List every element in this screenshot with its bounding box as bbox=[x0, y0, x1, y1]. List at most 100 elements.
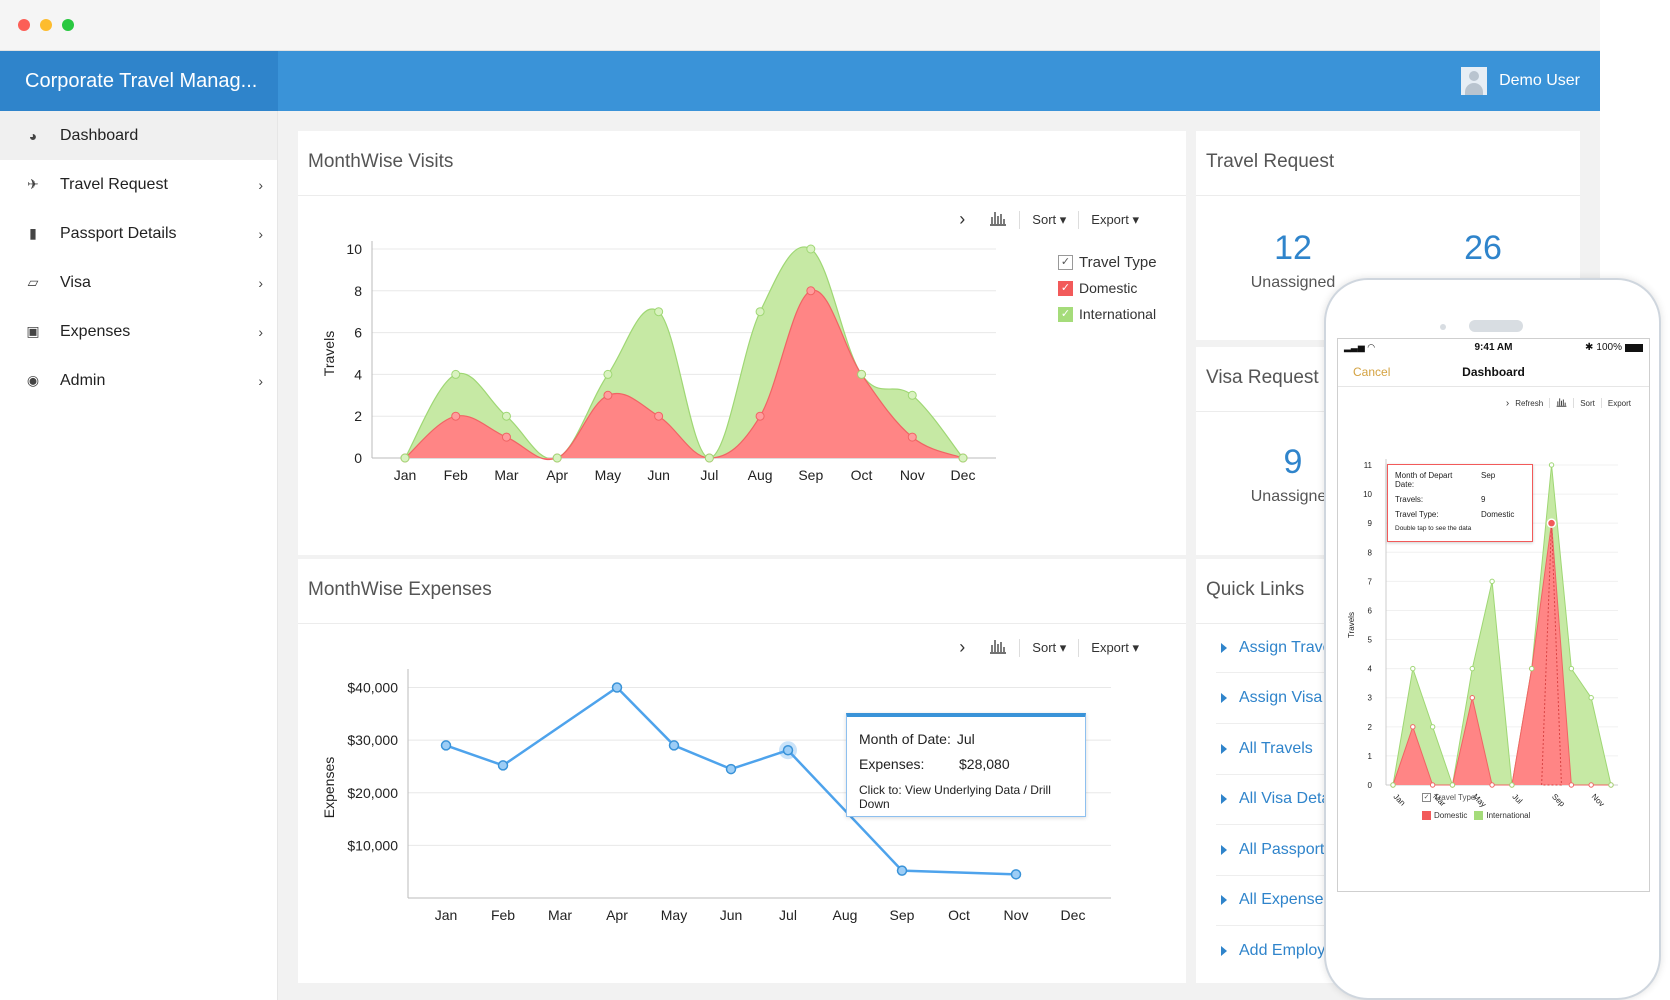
sort-button[interactable]: Sort ▾ bbox=[1032, 211, 1067, 227]
tooltip-click-hint[interactable]: Click to: View Underlying Data / Drill D… bbox=[859, 783, 1051, 811]
travel-unassigned-stat[interactable]: 12 Unassigned bbox=[1250, 229, 1336, 291]
export-button[interactable]: Export ▾ bbox=[1091, 211, 1139, 227]
travel-request-title: Travel Request bbox=[1206, 151, 1335, 172]
data-point-international bbox=[857, 369, 867, 379]
data-point-domestic bbox=[451, 411, 461, 421]
sort-button[interactable]: Sort bbox=[1580, 398, 1595, 408]
triangle-right-icon bbox=[1221, 794, 1227, 804]
chevron-right-icon: › bbox=[258, 323, 263, 340]
data-point-international bbox=[451, 369, 461, 379]
chart-type-icon[interactable] bbox=[977, 638, 1019, 657]
checkbox-icon: ✓ bbox=[1058, 280, 1073, 296]
app-title[interactable]: Corporate Travel Manag... bbox=[0, 51, 278, 111]
sidebar-item-label: Passport Details bbox=[60, 224, 177, 242]
sidebar-item-admin[interactable]: ◉ Admin › bbox=[0, 356, 277, 405]
y-tick-label: $30,000 bbox=[347, 732, 398, 748]
chevron-right-icon: › bbox=[258, 176, 263, 193]
visits-chart[interactable]: 0 2 4 6 8 10 Travels Jan Feb Mar Apr May Jun Jul Aug Se… bbox=[298, 231, 1186, 555]
international-swatch bbox=[1474, 811, 1484, 820]
visits-legend: ✓ Travel Type ✓ Domestic ✓ International bbox=[1058, 249, 1157, 327]
triangle-right-icon bbox=[1221, 845, 1227, 855]
checkbox-icon: ✓ bbox=[1058, 254, 1073, 270]
chevron-right-icon[interactable]: › bbox=[959, 637, 966, 657]
export-button[interactable]: Export ▾ bbox=[1091, 639, 1139, 655]
x-tick-label: Jan bbox=[435, 907, 458, 923]
data-point-international bbox=[1410, 665, 1416, 672]
quick-link-all-travels[interactable]: All Travels bbox=[1221, 740, 1313, 758]
chevron-right-icon[interactable]: › bbox=[959, 209, 966, 229]
x-tick-label: Sep bbox=[798, 467, 823, 483]
sidebar-item-label: Visa bbox=[60, 273, 91, 291]
bluetooth-icon: ✱ bbox=[1585, 342, 1594, 353]
window-titlebar bbox=[0, 0, 1600, 51]
expenses-chart[interactable]: $10,000 $20,000 $30,000 $40,000 Expenses Jan F… bbox=[298, 659, 1186, 983]
sidebar-item-dashboard[interactable]: ◕ Dashboard bbox=[0, 111, 277, 160]
sidebar-item-visa[interactable]: ▱ Visa › bbox=[0, 258, 277, 307]
tooltip-expenses-label: Expenses: bbox=[859, 756, 925, 772]
sidebar-item-label: Expenses bbox=[60, 322, 131, 340]
y-tick-label: 4 bbox=[354, 366, 362, 382]
x-tick-label: Nov bbox=[1590, 792, 1606, 808]
sidebar-item-travel-request[interactable]: ✈ Travel Request › bbox=[0, 160, 277, 209]
expenses-panel: MonthWise Expenses › Sort ▾ Export ▾ $10… bbox=[298, 559, 1186, 983]
sidebar-item-passport-details[interactable]: ▮ Passport Details › bbox=[0, 209, 277, 258]
quick-link-add-employee[interactable]: Add Employ bbox=[1221, 942, 1325, 960]
phone-title: Dashboard bbox=[1462, 365, 1525, 379]
maximize-window-icon[interactable] bbox=[62, 19, 74, 31]
visa-unassigned-stat[interactable]: 9 Unassigned bbox=[1250, 443, 1336, 505]
user-menu[interactable]: Demo User bbox=[1461, 66, 1580, 96]
cancel-button[interactable]: Cancel bbox=[1353, 365, 1391, 379]
x-tick-label: Feb bbox=[491, 907, 515, 923]
lock-icon: ◉ bbox=[26, 372, 40, 388]
legend-international[interactable]: ✓ International bbox=[1058, 301, 1157, 327]
selected-segment bbox=[1541, 523, 1562, 786]
y-tick-label: $10,000 bbox=[347, 837, 398, 853]
data-point-international bbox=[1608, 782, 1614, 788]
chart-type-icon[interactable] bbox=[977, 210, 1019, 229]
x-tick-label: Feb bbox=[444, 467, 468, 483]
x-tick-label: Nov bbox=[1004, 907, 1029, 923]
x-tick-label: Jan bbox=[1392, 792, 1407, 807]
y-tick-label: 7 bbox=[1368, 577, 1373, 586]
data-point bbox=[1010, 869, 1022, 880]
chart-type-icon[interactable] bbox=[1550, 397, 1573, 409]
minimize-window-icon[interactable] bbox=[40, 19, 52, 31]
quick-link-assign-travel[interactable]: Assign Trave bbox=[1221, 639, 1331, 657]
legend-title[interactable]: ✓ Travel Type bbox=[1058, 249, 1157, 275]
data-point-international bbox=[1429, 724, 1436, 730]
legend-domestic[interactable]: ✓ Domestic bbox=[1058, 275, 1157, 301]
refresh-button[interactable]: Refresh bbox=[1515, 398, 1544, 408]
close-window-icon[interactable] bbox=[18, 19, 30, 31]
phone-battery: 100% bbox=[1596, 342, 1622, 353]
expenses-tooltip: Month of Date: Jul Expenses: $28,080 Cli… bbox=[846, 713, 1086, 817]
quick-link-all-visa-details[interactable]: All Visa Deta bbox=[1221, 790, 1330, 808]
phone-legend[interactable]: Domestic International bbox=[1422, 811, 1530, 820]
series-area-domestic bbox=[405, 290, 963, 460]
data-point-international bbox=[755, 307, 765, 317]
sort-button[interactable]: Sort ▾ bbox=[1032, 639, 1067, 655]
visits-panel: MonthWise Visits › Sort ▾ Export ▾ 0 2 4 6 8… bbox=[298, 131, 1186, 555]
y-tick-label: $20,000 bbox=[347, 785, 398, 801]
y-tick-label: 1 bbox=[1368, 752, 1373, 761]
x-tick-label: Jul bbox=[779, 907, 797, 923]
phone-toolbar: › Refresh Sort Export bbox=[1500, 397, 1637, 409]
travel-second-stat[interactable]: 26 bbox=[1464, 229, 1502, 267]
data-point-international bbox=[1489, 578, 1495, 585]
export-button[interactable]: Export bbox=[1607, 398, 1631, 408]
quick-links-title: Quick Links bbox=[1206, 579, 1305, 600]
x-tick-label: Mar bbox=[548, 907, 572, 923]
quick-link-assign-visa[interactable]: Assign Visa bbox=[1221, 689, 1322, 707]
data-point-international bbox=[1548, 462, 1555, 468]
chevron-right-icon[interactable]: › bbox=[1505, 397, 1510, 409]
sidebar-item-expenses[interactable]: ▣ Expenses › bbox=[0, 307, 277, 356]
expenses-line bbox=[445, 685, 1017, 876]
data-point-international bbox=[1568, 665, 1575, 672]
data-point-domestic bbox=[755, 411, 765, 421]
phone-legend-title[interactable]: ✓ Travel Type bbox=[1422, 793, 1476, 802]
quick-link-all-passport[interactable]: All Passport bbox=[1221, 841, 1324, 859]
x-tick-label: Jul bbox=[700, 467, 718, 483]
data-point bbox=[782, 744, 794, 756]
battery-icon bbox=[1625, 343, 1643, 352]
quick-link-all-expenses[interactable]: All Expense bbox=[1221, 891, 1324, 909]
x-tick-label: Nov bbox=[900, 467, 925, 483]
